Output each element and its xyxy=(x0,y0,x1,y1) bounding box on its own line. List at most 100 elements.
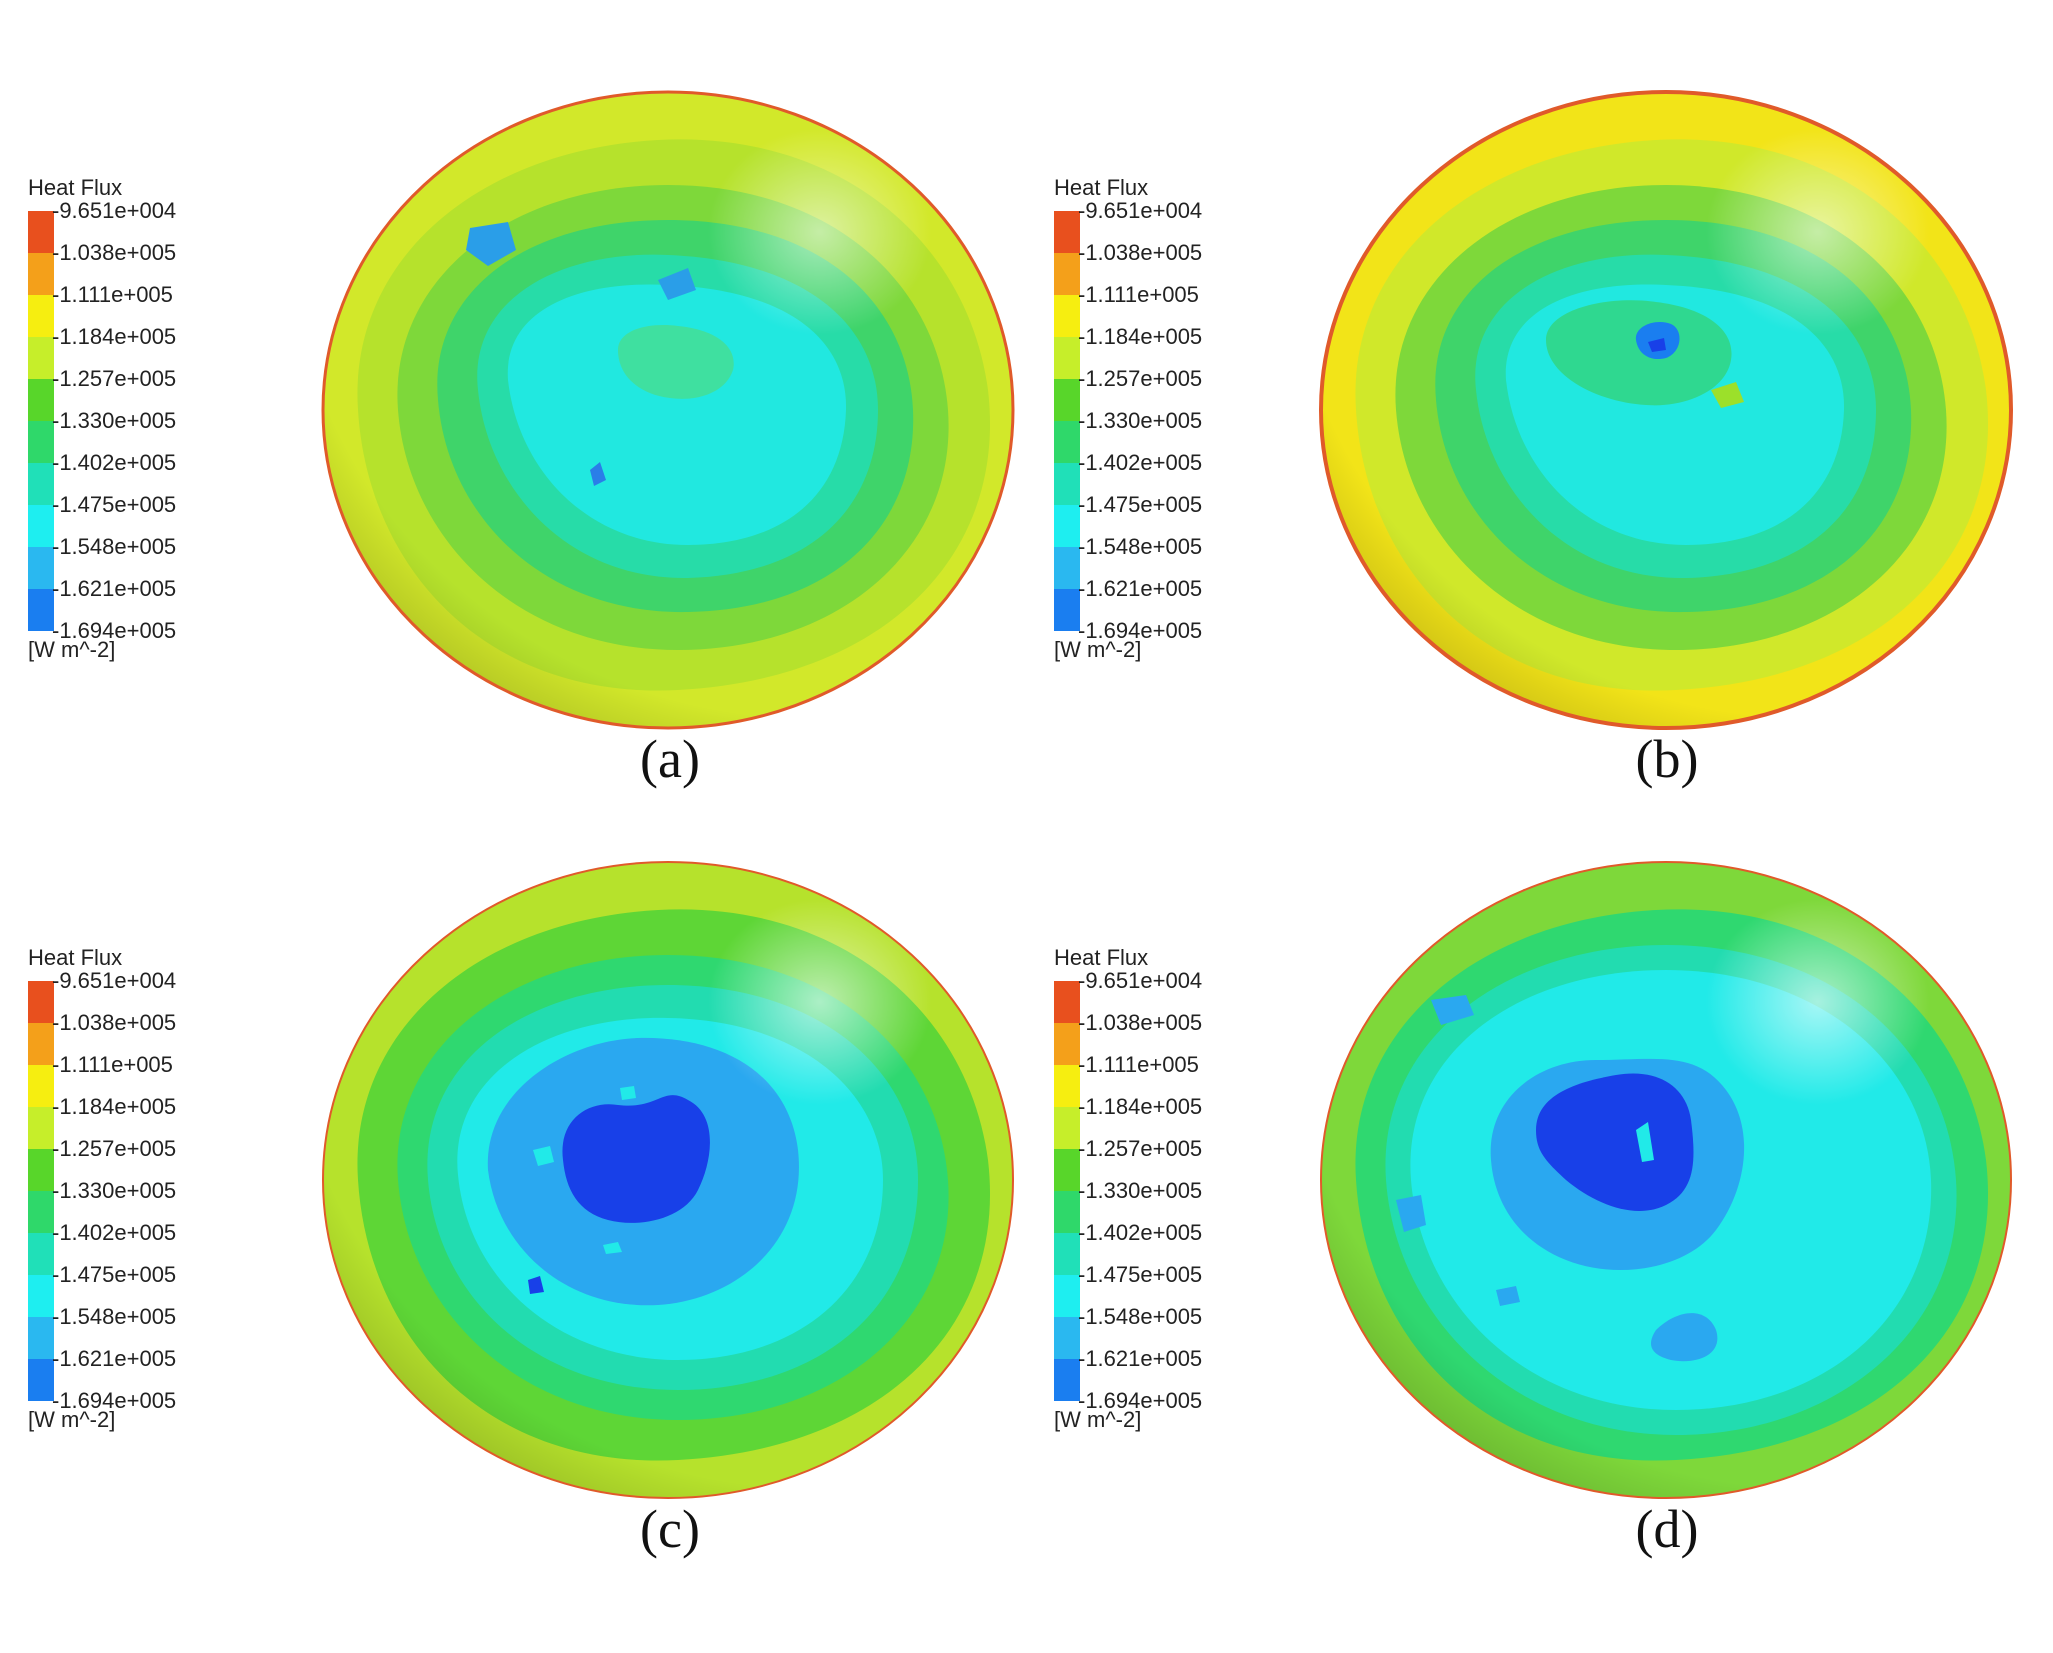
legend-swatch xyxy=(1054,463,1080,505)
legend-tick-label: -1.184e+005 xyxy=(1078,1094,1203,1119)
legend-swatch xyxy=(28,211,54,253)
legend-tick-label: -1.694e+005 xyxy=(52,1388,177,1413)
legend-unit: [W m^-2] xyxy=(28,1407,116,1432)
legend-tick-label: -1.694e+005 xyxy=(1078,1388,1203,1413)
legend-swatch xyxy=(28,1317,54,1359)
legend-tick-label: -1.038e+005 xyxy=(1078,240,1203,265)
legend-tick-label: -1.184e+005 xyxy=(52,324,177,349)
panel-c: Heat Flux -9.651e+004 -1.038e+005 -1.111e+… xyxy=(0,770,1026,1596)
sphere-contour-a xyxy=(321,90,1015,730)
legend-title: Heat Flux xyxy=(28,945,123,970)
sphere-contour-d xyxy=(1320,861,2012,1499)
legend-swatch xyxy=(1054,505,1080,547)
legend-tick-label: -1.257e+005 xyxy=(52,1136,177,1161)
legend-swatch xyxy=(28,463,54,505)
legend-swatch xyxy=(1054,1275,1080,1317)
legend-swatch xyxy=(1054,1191,1080,1233)
legend-tick-label: -1.621e+005 xyxy=(1078,1346,1203,1371)
heat-flux-legend: Heat Flux -9.651e+004 -1.038e+005 -1.111e+… xyxy=(1054,175,1314,695)
legend-swatch xyxy=(1054,981,1080,1023)
legend-swatch xyxy=(1054,589,1080,631)
legend-title: Heat Flux xyxy=(1054,945,1149,970)
legend-swatch xyxy=(1054,421,1080,463)
legend-tick-label: -1.111e+005 xyxy=(1078,1052,1199,1077)
legend-tick-label: -1.038e+005 xyxy=(1078,1010,1203,1035)
legend-unit: [W m^-2] xyxy=(28,637,116,662)
legend-ticks: -9.651e+004 -1.038e+005 -1.111e+005 -1.184e… xyxy=(1078,198,1318,643)
panel-caption: (a) xyxy=(640,729,700,789)
panel-caption: (b) xyxy=(1635,729,1699,789)
legend-swatch xyxy=(28,1023,54,1065)
legend-tick-label: -1.111e+005 xyxy=(52,282,173,307)
legend-swatch xyxy=(1054,337,1080,379)
legend-color-bar xyxy=(28,981,54,1401)
heat-flux-legend: Heat Flux -9.651e+004 -1.038e+005 -1.111e+… xyxy=(1054,945,1314,1465)
legend-swatch xyxy=(28,589,54,631)
legend-tick-label: -1.475e+005 xyxy=(52,1262,177,1287)
legend-swatch xyxy=(28,1233,54,1275)
legend-tick-label: -1.184e+005 xyxy=(1078,324,1203,349)
legend-tick-label: -1.330e+005 xyxy=(1078,1178,1203,1203)
legend-swatch xyxy=(1054,547,1080,589)
legend-tick-label: -1.475e+005 xyxy=(1078,492,1203,517)
legend-color-bar xyxy=(1054,981,1080,1401)
legend-swatch xyxy=(1054,1317,1080,1359)
legend-unit: [W m^-2] xyxy=(1054,1407,1142,1432)
legend-tick-label: -1.621e+005 xyxy=(52,1346,177,1371)
legend-swatch xyxy=(1054,211,1080,253)
legend-swatch xyxy=(28,421,54,463)
panel-caption: (d) xyxy=(1635,1499,1699,1559)
legend-tick-label: -1.621e+005 xyxy=(1078,576,1203,601)
legend-tick-label: -1.257e+005 xyxy=(1078,366,1203,391)
legend-tick-label: -1.475e+005 xyxy=(52,492,177,517)
legend-swatch xyxy=(1054,295,1080,337)
legend-swatch xyxy=(28,295,54,337)
legend-tick-label: -9.651e+004 xyxy=(1078,968,1203,993)
legend-tick-label: -1.402e+005 xyxy=(1078,450,1203,475)
legend-swatch xyxy=(1054,1359,1080,1401)
legend-color-bar xyxy=(28,211,54,631)
legend-unit: [W m^-2] xyxy=(1054,637,1142,662)
legend-tick-label: -1.402e+005 xyxy=(52,450,177,475)
legend-swatch xyxy=(28,1275,54,1317)
sphere-contour-c xyxy=(322,861,1014,1499)
legend-tick-label: -1.548e+005 xyxy=(52,534,177,559)
legend-tick-label: -1.330e+005 xyxy=(52,408,177,433)
legend-swatch xyxy=(28,981,54,1023)
legend-tick-label: -1.548e+005 xyxy=(1078,534,1203,559)
legend-tick-label: -1.475e+005 xyxy=(1078,1262,1203,1287)
heat-flux-legend: Heat Flux -9.651e+004 -1.038e+005 -1.111e+… xyxy=(28,945,288,1465)
sphere-contour-b xyxy=(1319,90,2013,730)
legend-ticks: -9.651e+004 -1.038e+005 -1.111e+005 -1.184e… xyxy=(52,968,292,1413)
legend-color-bar xyxy=(1054,211,1080,631)
legend-tick-label: -1.402e+005 xyxy=(1078,1220,1203,1245)
legend-swatch xyxy=(1054,1065,1080,1107)
legend-tick-label: -1.548e+005 xyxy=(52,1304,177,1329)
panel-b: Heat Flux -9.651e+004 -1.038e+005 -1.111e+… xyxy=(1026,0,2052,826)
legend-tick-label: -9.651e+004 xyxy=(1078,198,1203,223)
heat-flux-legend: Heat Flux -9.651e+004 -1.038e+005 -1.111e+… xyxy=(28,175,288,695)
legend-tick-label: -1.330e+005 xyxy=(1078,408,1203,433)
legend-tick-label: -9.651e+004 xyxy=(52,968,177,993)
legend-swatch xyxy=(28,337,54,379)
legend-tick-label: -1.038e+005 xyxy=(52,1010,177,1035)
legend-tick-label: -1.694e+005 xyxy=(1078,618,1203,643)
legend-swatch xyxy=(28,1359,54,1401)
panel-caption: (c) xyxy=(640,1499,700,1559)
legend-swatch xyxy=(28,1107,54,1149)
legend-tick-label: -1.402e+005 xyxy=(52,1220,177,1245)
legend-ticks: -9.651e+004 -1.038e+005 -1.111e+005 -1.184e… xyxy=(1078,968,1318,1413)
legend-swatch xyxy=(1054,253,1080,295)
legend-swatch xyxy=(1054,379,1080,421)
legend-swatch xyxy=(28,1191,54,1233)
panel-d: Heat Flux -9.651e+004 -1.038e+005 -1.111e+… xyxy=(1026,770,2052,1596)
legend-swatch xyxy=(28,253,54,295)
legend-tick-label: -1.257e+005 xyxy=(1078,1136,1203,1161)
legend-swatch xyxy=(28,505,54,547)
legend-title: Heat Flux xyxy=(28,175,123,200)
legend-swatch xyxy=(1054,1023,1080,1065)
legend-ticks: -9.651e+004 -1.038e+005 -1.111e+005 -1.184e… xyxy=(52,200,292,642)
legend-swatch xyxy=(28,1149,54,1191)
legend-tick-label: -1.111e+005 xyxy=(52,1052,173,1077)
legend-tick-label: -1.330e+005 xyxy=(52,1178,177,1203)
